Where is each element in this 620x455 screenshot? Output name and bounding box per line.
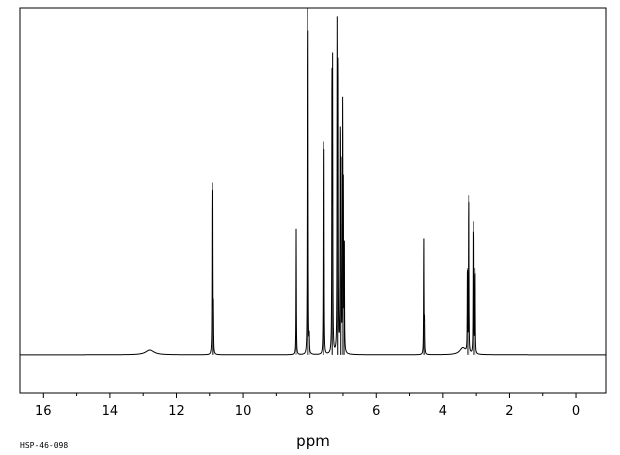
x-tick-label: 0 [572,404,580,419]
x-tick-label: 6 [372,404,380,419]
x-tick-label: 16 [35,404,52,419]
sample-code-label: HSP-46-098 [20,441,68,450]
x-axis-ticks: 16 14 12 10 8 6 4 2 0 [35,393,580,419]
x-axis-label: ppm [296,432,330,450]
x-tick-label: 14 [102,404,119,419]
spectrum-plot-area [20,8,606,356]
x-tick-label: 2 [505,404,513,419]
x-tick-label: 8 [306,404,314,419]
plot-frame [19,7,607,394]
x-tick-label: 10 [235,404,252,419]
x-tick-label: 12 [168,404,185,419]
x-tick-label: 4 [439,404,447,419]
spectrum-line [20,16,606,356]
